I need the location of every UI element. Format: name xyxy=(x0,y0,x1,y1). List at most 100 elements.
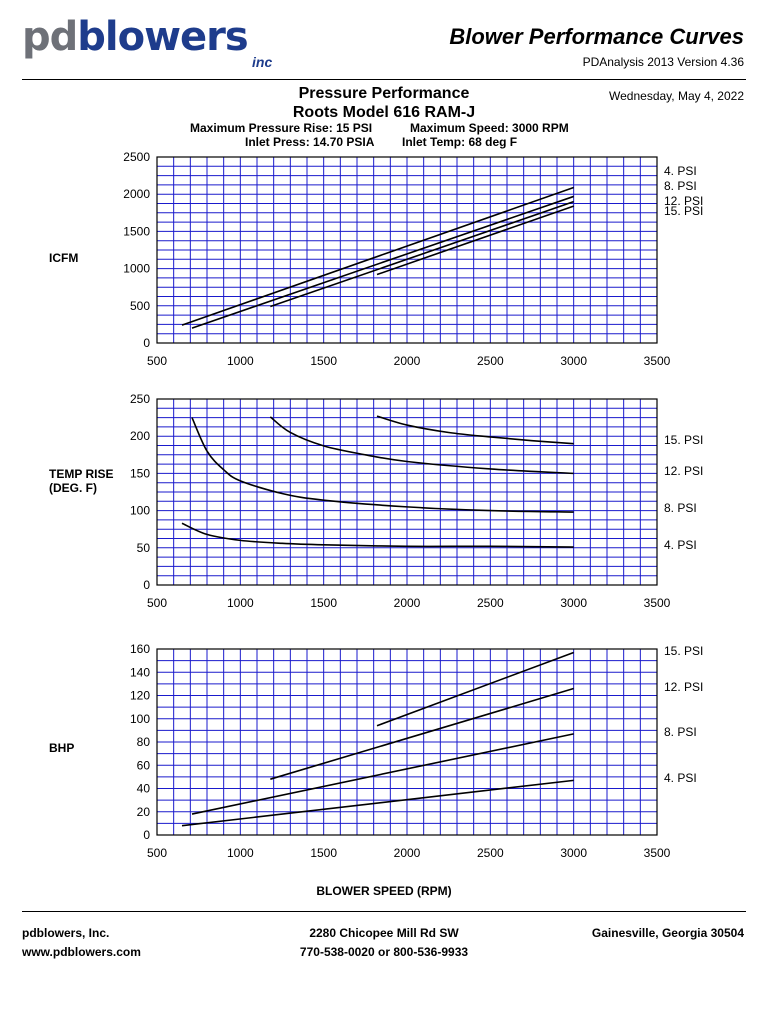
x-tick-label: 2000 xyxy=(394,354,421,368)
inlet-temp-spec: Inlet Temp: 68 deg F xyxy=(402,135,518,149)
model-title: Roots Model 616 RAM-J xyxy=(292,104,476,121)
y-tick-label: 0 xyxy=(143,578,150,592)
y-tick-label: 150 xyxy=(130,466,150,480)
series-line xyxy=(376,415,574,445)
y-tick-label: 200 xyxy=(130,429,150,443)
series-label: 8. PSI xyxy=(664,501,697,515)
chart-title: Pressure Performance xyxy=(298,85,470,102)
series-line xyxy=(191,195,574,329)
series-line xyxy=(376,651,574,727)
series-label: 15. PSI xyxy=(664,644,703,658)
footer-phone: 770-538-0020 or 800-536-9933 xyxy=(299,945,469,959)
x-tick-label: 2500 xyxy=(477,846,504,860)
series-line xyxy=(191,417,574,513)
series-label: 12. PSI xyxy=(664,680,703,694)
series-label: 12. PSI xyxy=(664,194,703,208)
footer-website[interactable]: www.pdblowers.com xyxy=(22,945,141,959)
y-tick-label: 160 xyxy=(130,642,150,656)
x-tick-label: 1000 xyxy=(227,846,254,860)
chart-panel-3: 500 1000 1500 2000 2500 3000 3500 0 20 40 60 80 100 1… xyxy=(49,642,703,898)
plot-frame xyxy=(156,398,658,586)
x-tick-label: 1500 xyxy=(310,354,337,368)
report-date: Wednesday, May 4, 2022 xyxy=(609,89,744,103)
x-tick-label: 2500 xyxy=(477,596,504,610)
x-tick-label: 1500 xyxy=(310,846,337,860)
series-label: 4. PSI xyxy=(664,164,697,178)
inlet-press-spec: Inlet Press: 14.70 PSIA xyxy=(245,135,375,149)
x-tick-label: 2500 xyxy=(477,354,504,368)
series-line xyxy=(191,733,574,815)
y-axis-label: ICFM xyxy=(49,251,78,265)
series-label: 12. PSI xyxy=(664,464,703,478)
y-tick-label: 40 xyxy=(137,782,151,796)
software-version: PDAnalysis 2013 Version 4.36 xyxy=(582,55,744,69)
x-tick-label: 2000 xyxy=(394,596,421,610)
x-tick-label: 2000 xyxy=(394,846,421,860)
y-tick-label: 2500 xyxy=(123,150,150,164)
series-line xyxy=(181,779,574,827)
y-axis-label: TEMP RISE xyxy=(49,467,113,481)
plot-frame xyxy=(156,648,658,836)
footer-company: pdblowers, Inc. xyxy=(22,926,110,940)
plot-frame xyxy=(156,156,658,344)
x-tick-label: 3500 xyxy=(644,354,671,368)
series-label: 8. PSI xyxy=(664,179,697,193)
series-label: 15. PSI xyxy=(664,433,703,447)
footer-city: Gainesville, Georgia 30504 xyxy=(591,926,744,940)
x-tick-label: 3500 xyxy=(644,596,671,610)
series-line xyxy=(270,687,574,780)
y-tick-label: 0 xyxy=(143,336,150,350)
chart-panel-2: 500 1000 1500 2000 2500 3000 3500 0 50 100 150 200 2… xyxy=(49,392,703,610)
y-axis-label: (DEG. F) xyxy=(49,481,97,495)
x-tick-label: 1000 xyxy=(227,354,254,368)
y-tick-label: 100 xyxy=(130,504,150,518)
x-tick-label: 3500 xyxy=(644,846,671,860)
series-line xyxy=(269,416,574,475)
y-tick-label: 0 xyxy=(143,828,150,842)
logo-prefix: pd xyxy=(22,14,78,60)
x-tick-label: 500 xyxy=(147,596,167,610)
y-axis-label: BHP xyxy=(49,741,74,755)
series-label: 15. PSI xyxy=(664,204,703,218)
x-tick-label: 3000 xyxy=(560,596,587,610)
footer-address: 2280 Chicopee Mill Rd SW xyxy=(309,926,459,940)
footer-divider xyxy=(22,911,746,912)
logo-blue-part: bl xyxy=(77,14,118,60)
x-tick-label: 1000 xyxy=(227,596,254,610)
y-tick-label: 1500 xyxy=(123,224,150,238)
series-line xyxy=(270,200,574,308)
y-tick-label: 140 xyxy=(130,665,150,679)
y-tick-label: 80 xyxy=(137,735,151,749)
chart-panel-1: 500 1000 1500 2000 2500 3000 3500 0 500 1000 1500 2… xyxy=(49,150,703,368)
y-tick-label: 100 xyxy=(130,712,150,726)
series-label: 8. PSI xyxy=(664,725,697,739)
max-pressure-spec: Maximum Pressure Rise: 15 PSI xyxy=(190,121,373,135)
x-tick-label: 3000 xyxy=(560,354,587,368)
x-tick-label: 500 xyxy=(147,354,167,368)
y-tick-label: 500 xyxy=(130,299,150,313)
x-axis-label: BLOWER SPEED (RPM) xyxy=(316,884,451,898)
x-tick-label: 1500 xyxy=(310,596,337,610)
y-tick-label: 60 xyxy=(137,758,151,772)
logo-inc: inc xyxy=(252,54,273,70)
series-line xyxy=(181,522,574,548)
series-line xyxy=(376,205,574,276)
y-tick-label: 120 xyxy=(130,689,150,703)
pdblowers-logo: pdblowers inc xyxy=(22,14,302,70)
y-tick-label: 250 xyxy=(130,392,150,406)
y-tick-label: 20 xyxy=(137,805,151,819)
x-tick-label: 500 xyxy=(147,846,167,860)
page-title: Blower Performance Curves xyxy=(449,24,744,49)
series-label: 4. PSI xyxy=(664,538,697,552)
y-tick-label: 50 xyxy=(137,541,151,555)
y-tick-label: 1000 xyxy=(123,262,150,276)
series-label: 4. PSI xyxy=(664,771,697,785)
logo-swirl: o xyxy=(117,14,146,60)
max-speed-spec: Maximum Speed: 3000 RPM xyxy=(410,121,569,135)
logo-wordmark: pdblowers xyxy=(22,14,249,60)
y-tick-label: 2000 xyxy=(123,187,150,201)
x-tick-label: 3000 xyxy=(560,846,587,860)
logo-suffix: wers xyxy=(144,14,249,60)
header-divider xyxy=(22,79,746,80)
